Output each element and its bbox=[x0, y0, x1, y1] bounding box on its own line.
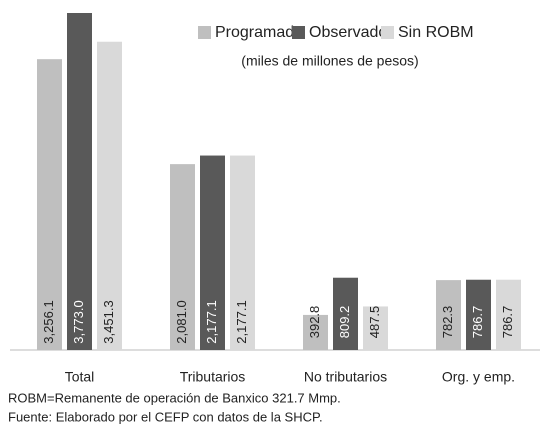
bar bbox=[333, 277, 358, 350]
legend-label: Programado bbox=[215, 24, 303, 41]
value-label: 786.7 bbox=[500, 306, 515, 339]
bar bbox=[363, 306, 388, 350]
chart-subtitle: (miles de millones de pesos) bbox=[241, 53, 418, 69]
value-label: 786.7 bbox=[470, 306, 485, 339]
bar bbox=[303, 314, 328, 350]
value-label: 2,081.0 bbox=[174, 300, 189, 343]
bar bbox=[170, 164, 195, 350]
value-label: 3,256.1 bbox=[41, 300, 56, 343]
legend-swatch bbox=[198, 26, 211, 39]
bar bbox=[466, 279, 491, 350]
bar bbox=[436, 280, 461, 350]
value-label: 3,451.3 bbox=[101, 300, 116, 343]
legend-swatch bbox=[381, 26, 394, 39]
footnote: ROBM=Remanente de operación de Banxico 3… bbox=[8, 390, 341, 405]
bar bbox=[67, 13, 92, 350]
x-tick-label: No tributarios bbox=[304, 369, 387, 385]
value-label: 3,773.0 bbox=[71, 300, 86, 343]
value-label: 2,177.1 bbox=[204, 300, 219, 343]
x-tick-label: Tributarios bbox=[180, 369, 246, 385]
value-label: 782.3 bbox=[440, 306, 455, 339]
bar bbox=[200, 155, 225, 350]
value-label: 392.8 bbox=[307, 306, 322, 339]
legend-label: Observado bbox=[309, 24, 387, 41]
legend-swatch bbox=[292, 26, 305, 39]
bar bbox=[230, 155, 255, 350]
footnote: Fuente: Elaborado por el CEFP con datos … bbox=[8, 409, 323, 424]
x-tick-label: Org. y emp. bbox=[442, 369, 515, 385]
bar bbox=[97, 41, 122, 350]
value-label: 809.2 bbox=[337, 306, 352, 339]
bar bbox=[37, 59, 62, 350]
value-label: 487.5 bbox=[367, 306, 382, 339]
bar bbox=[496, 279, 521, 350]
legend-label: Sin ROBM bbox=[398, 24, 474, 41]
x-tick-label: Total bbox=[65, 369, 95, 385]
value-label: 2,177.1 bbox=[234, 300, 249, 343]
